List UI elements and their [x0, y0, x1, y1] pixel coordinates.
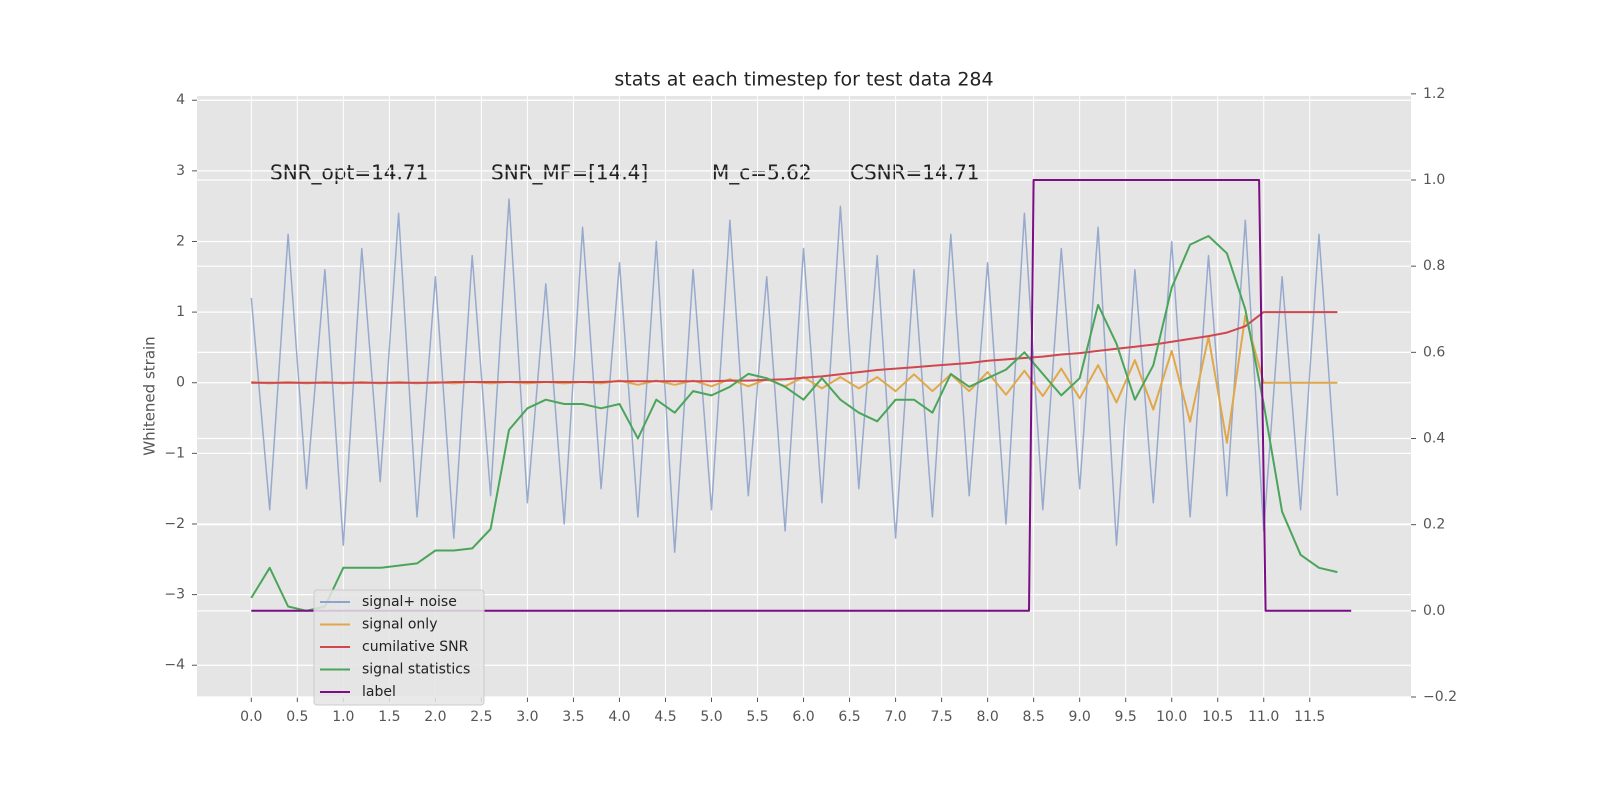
legend-label: signal+ noise: [362, 594, 457, 610]
y-tick-label: 4: [176, 92, 185, 108]
x-tick-label: 9.0: [1069, 709, 1091, 725]
legend-label: cumilative SNR: [362, 639, 469, 655]
x-tick-label: 2.5: [470, 709, 492, 725]
x-tick-label: 6.5: [838, 709, 860, 725]
legend-label: signal statistics: [362, 662, 470, 678]
y-tick-label: 3: [176, 163, 185, 179]
x-tick-label: 5.5: [746, 709, 768, 725]
x-tick-label: 1.0: [332, 709, 354, 725]
x-tick-label: 2.0: [424, 709, 446, 725]
y-tick-label: 2: [176, 233, 185, 249]
x-tick-label: 10.0: [1156, 709, 1187, 725]
x-tick-label: 9.5: [1115, 709, 1137, 725]
x-tick-label: 3.5: [562, 709, 584, 725]
x-tick-label: 0.0: [240, 709, 262, 725]
annotation: SNR_opt=14.71: [270, 161, 428, 185]
y-tick-label: 0: [176, 375, 185, 391]
y-tick-label: −1: [164, 445, 185, 461]
y2-tick-label: 0.6: [1423, 344, 1445, 360]
x-tick-label: 7.5: [930, 709, 952, 725]
series-line: [250, 235, 1338, 612]
y-tick-label: −4: [164, 657, 185, 673]
y-tick-label: −3: [164, 587, 185, 603]
x-tick-label: 5.0: [700, 709, 722, 725]
chart-title: stats at each timestep for test data 284: [614, 69, 993, 91]
y-tick-label: 1: [176, 304, 185, 320]
x-tick-label: 4.0: [608, 709, 630, 725]
y-tick-label: −2: [164, 516, 185, 532]
series-line: [251, 311, 1338, 384]
y2-tick-label: 1.2: [1423, 86, 1445, 102]
y2-tick-label: 0.2: [1423, 517, 1445, 533]
x-tick-label: 4.5: [654, 709, 676, 725]
x-tick-label: 0.5: [286, 709, 308, 725]
y-axis-label: Whitened strain: [141, 336, 159, 455]
legend-label: label: [362, 684, 396, 700]
legend-box: [313, 589, 485, 706]
x-tick-label: 8.0: [976, 709, 998, 725]
x-tick-label: 10.5: [1202, 709, 1233, 725]
series-line: [250, 198, 1339, 553]
y2-tick-label: −0.2: [1423, 689, 1457, 705]
y2-tick-label: 0.0: [1423, 603, 1445, 619]
annotation: SNR_MF=[14.4]: [491, 161, 648, 185]
series-line: [251, 179, 1352, 612]
x-tick-label: 1.5: [378, 709, 400, 725]
y2-tick-label: 0.8: [1423, 258, 1445, 274]
x-tick-label: 8.5: [1023, 709, 1045, 725]
y2-tick-label: 0.4: [1423, 431, 1445, 447]
x-tick-label: 3.0: [516, 709, 538, 725]
x-tick-label: 7.0: [884, 709, 906, 725]
y2-tick-label: 1.0: [1423, 172, 1445, 188]
x-tick-label: 11.5: [1294, 709, 1325, 725]
x-tick-label: 6.0: [792, 709, 814, 725]
annotation: CSNR=14.71: [850, 161, 980, 185]
legend-label: signal only: [362, 617, 437, 633]
annotation: M_c=5.62: [712, 161, 812, 185]
x-tick-label: 11.0: [1248, 709, 1279, 725]
